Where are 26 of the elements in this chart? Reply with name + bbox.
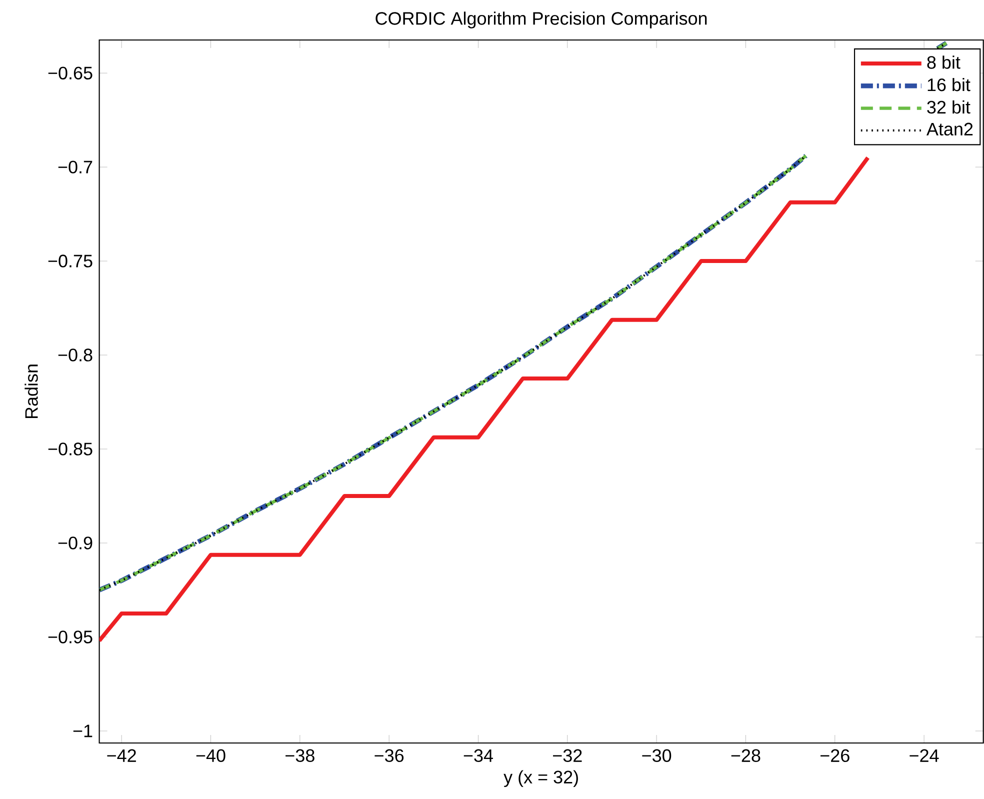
x-tick-label: −28 xyxy=(731,749,760,762)
chart-title: CORDIC Algorithm Precision Comparison xyxy=(376,12,707,28)
y-tick-label: −0.8 xyxy=(58,348,92,362)
x-tick-label: −38 xyxy=(286,749,314,762)
x-tick-label: −32 xyxy=(553,749,582,762)
y-tick-label: −0.9 xyxy=(58,536,92,550)
x-tick-label: −30 xyxy=(642,749,672,762)
legend-label: Atan2 xyxy=(926,122,973,136)
y-tick-label: −0.85 xyxy=(48,442,92,456)
y-tick-label: −1 xyxy=(73,724,92,738)
x-tick-label: −42 xyxy=(107,749,136,762)
y-tick-label: −0.65 xyxy=(48,66,92,80)
y-tick-label: −0.75 xyxy=(48,254,92,268)
x-axis-title: y (x = 32) xyxy=(504,770,578,788)
x-tick-label: −40 xyxy=(196,749,226,762)
legend-label: 8 bit xyxy=(927,56,960,69)
legend-label: 16 bit xyxy=(928,78,970,92)
x-tick-label: −26 xyxy=(820,749,850,762)
x-tick-label: −36 xyxy=(374,749,404,762)
y-tick-label: −0.95 xyxy=(48,630,92,644)
y-axis-title: Radisn xyxy=(24,364,38,418)
legend-label: 32 bit xyxy=(927,100,970,114)
line-series xyxy=(99,156,870,643)
x-tick-label: −34 xyxy=(464,749,493,762)
y-tick-label: −0.7 xyxy=(58,160,92,174)
x-tick-label: −24 xyxy=(910,749,939,762)
